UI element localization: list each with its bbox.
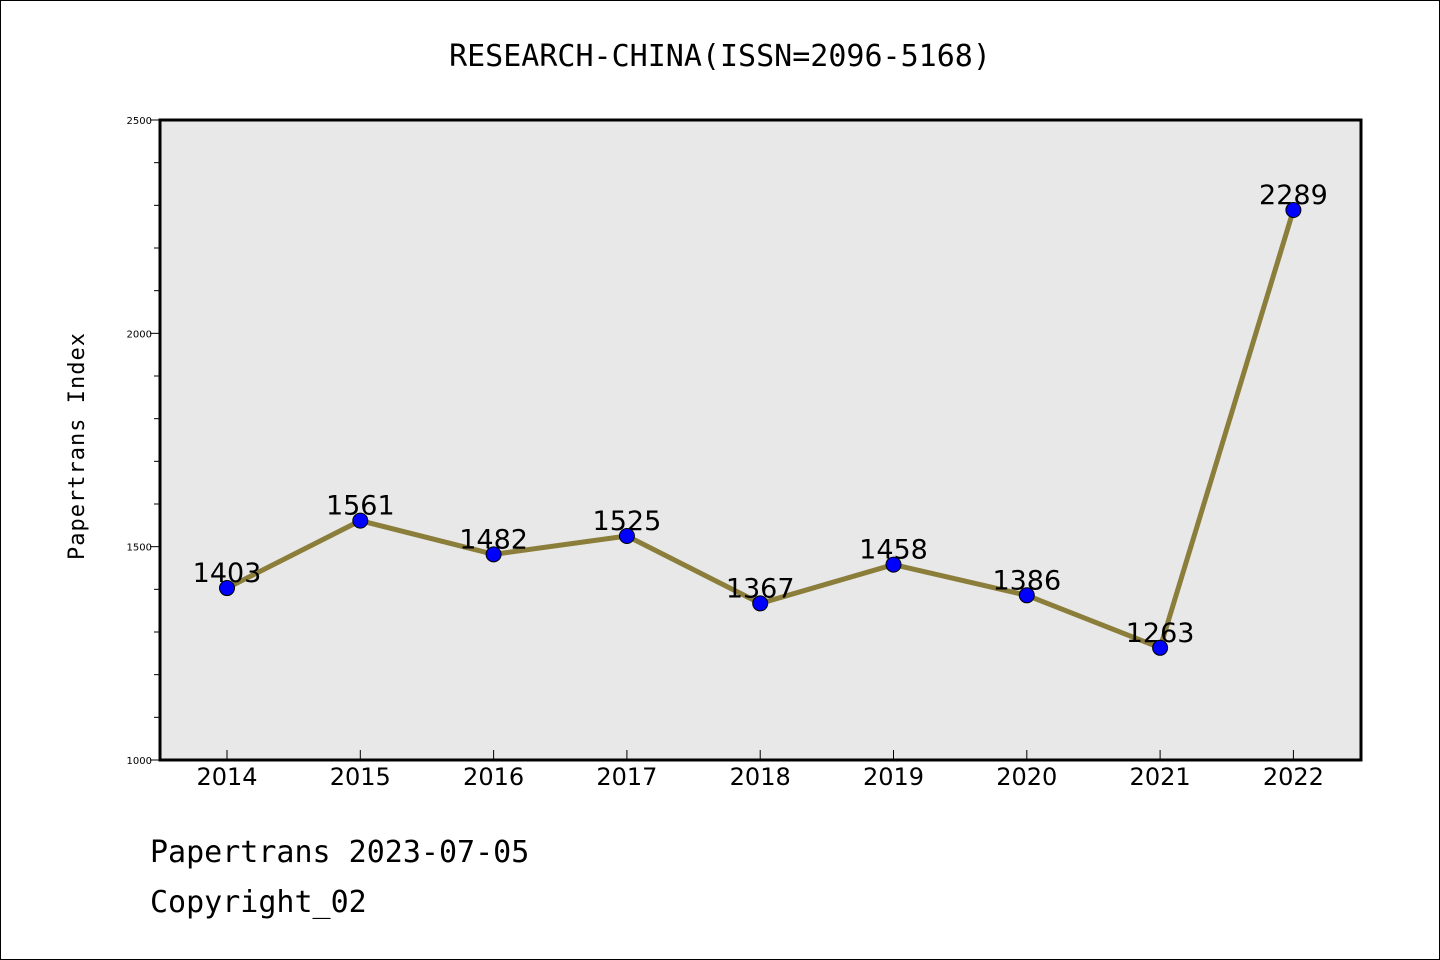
y-tick-label: 2500 — [127, 116, 152, 127]
x-tick-label: 2015 — [330, 763, 391, 791]
x-tick-label: 2021 — [1130, 763, 1191, 791]
x-tick-label: 2020 — [996, 763, 1057, 791]
plot-area — [158, 118, 1363, 762]
data-point — [485, 546, 502, 563]
y-tick-label: 1500 — [127, 543, 152, 554]
data-point — [618, 528, 635, 544]
footer-date: Papertrans 2023-07-05 — [150, 835, 530, 870]
x-tick-label: 2022 — [1263, 763, 1324, 791]
y-tick-label: 2000 — [127, 329, 152, 340]
data-point — [219, 580, 235, 597]
chart-title: RESEARCH-CHINA(ISSN=2096-5168) — [449, 39, 991, 74]
y-axis: 1000 1500 2000 2500 — [127, 116, 160, 767]
x-axis: 2014 2015 2016 2017 2018 2019 2020 2021 2022 — [196, 750, 1324, 791]
data-point — [352, 512, 369, 529]
data-point — [1018, 587, 1035, 604]
x-tick-label: 2019 — [863, 763, 924, 791]
y-tick-label: 1000 — [127, 756, 152, 767]
y-axis-label: Papertrans Index — [65, 332, 90, 560]
data-point — [1152, 639, 1169, 656]
x-tick-label: 2018 — [730, 763, 791, 791]
x-tick-label: 2014 — [196, 763, 257, 791]
x-tick-label: 2016 — [463, 763, 524, 791]
data-point — [1285, 202, 1302, 219]
data-point — [752, 595, 769, 612]
x-tick-label: 2017 — [596, 763, 657, 791]
footer-copyright: Copyright_02 — [150, 885, 367, 920]
data-point — [885, 556, 902, 573]
